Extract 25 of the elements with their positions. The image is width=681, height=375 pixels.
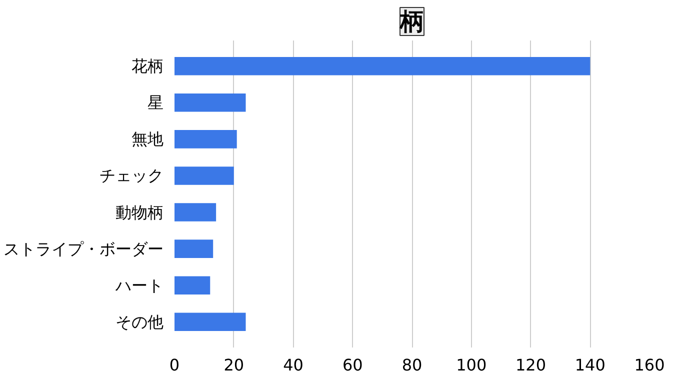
x-tick-label: 0 <box>169 356 180 374</box>
y-tick-label: ストライプ・ボーダー <box>4 239 164 258</box>
x-tick-label: 100 <box>456 356 487 374</box>
x-tick-label: 160 <box>634 356 665 374</box>
bar <box>174 276 210 295</box>
y-tick-label: 動物柄 <box>116 202 164 222</box>
bar <box>174 312 246 332</box>
y-tick-label: 花柄 <box>132 56 164 76</box>
y-tick-label: 無地 <box>132 130 164 149</box>
y-tick-label: その他 <box>116 312 164 332</box>
x-tick-label: 80 <box>402 356 422 374</box>
bar <box>174 240 214 258</box>
bar <box>174 93 246 112</box>
bar <box>174 56 590 76</box>
x-tick-label: 140 <box>574 356 606 374</box>
y-tick-label: チェック <box>100 166 164 186</box>
x-tick-label: 20 <box>224 356 244 374</box>
y-tick-label: ハート <box>114 276 164 295</box>
bar <box>174 130 237 148</box>
x-tick-label: 40 <box>283 356 304 374</box>
x-tick-label: 60 <box>342 356 363 374</box>
bar <box>174 166 234 185</box>
x-tick-label: 120 <box>515 356 546 374</box>
bar <box>174 203 216 222</box>
y-tick-label: 星 <box>148 93 164 112</box>
